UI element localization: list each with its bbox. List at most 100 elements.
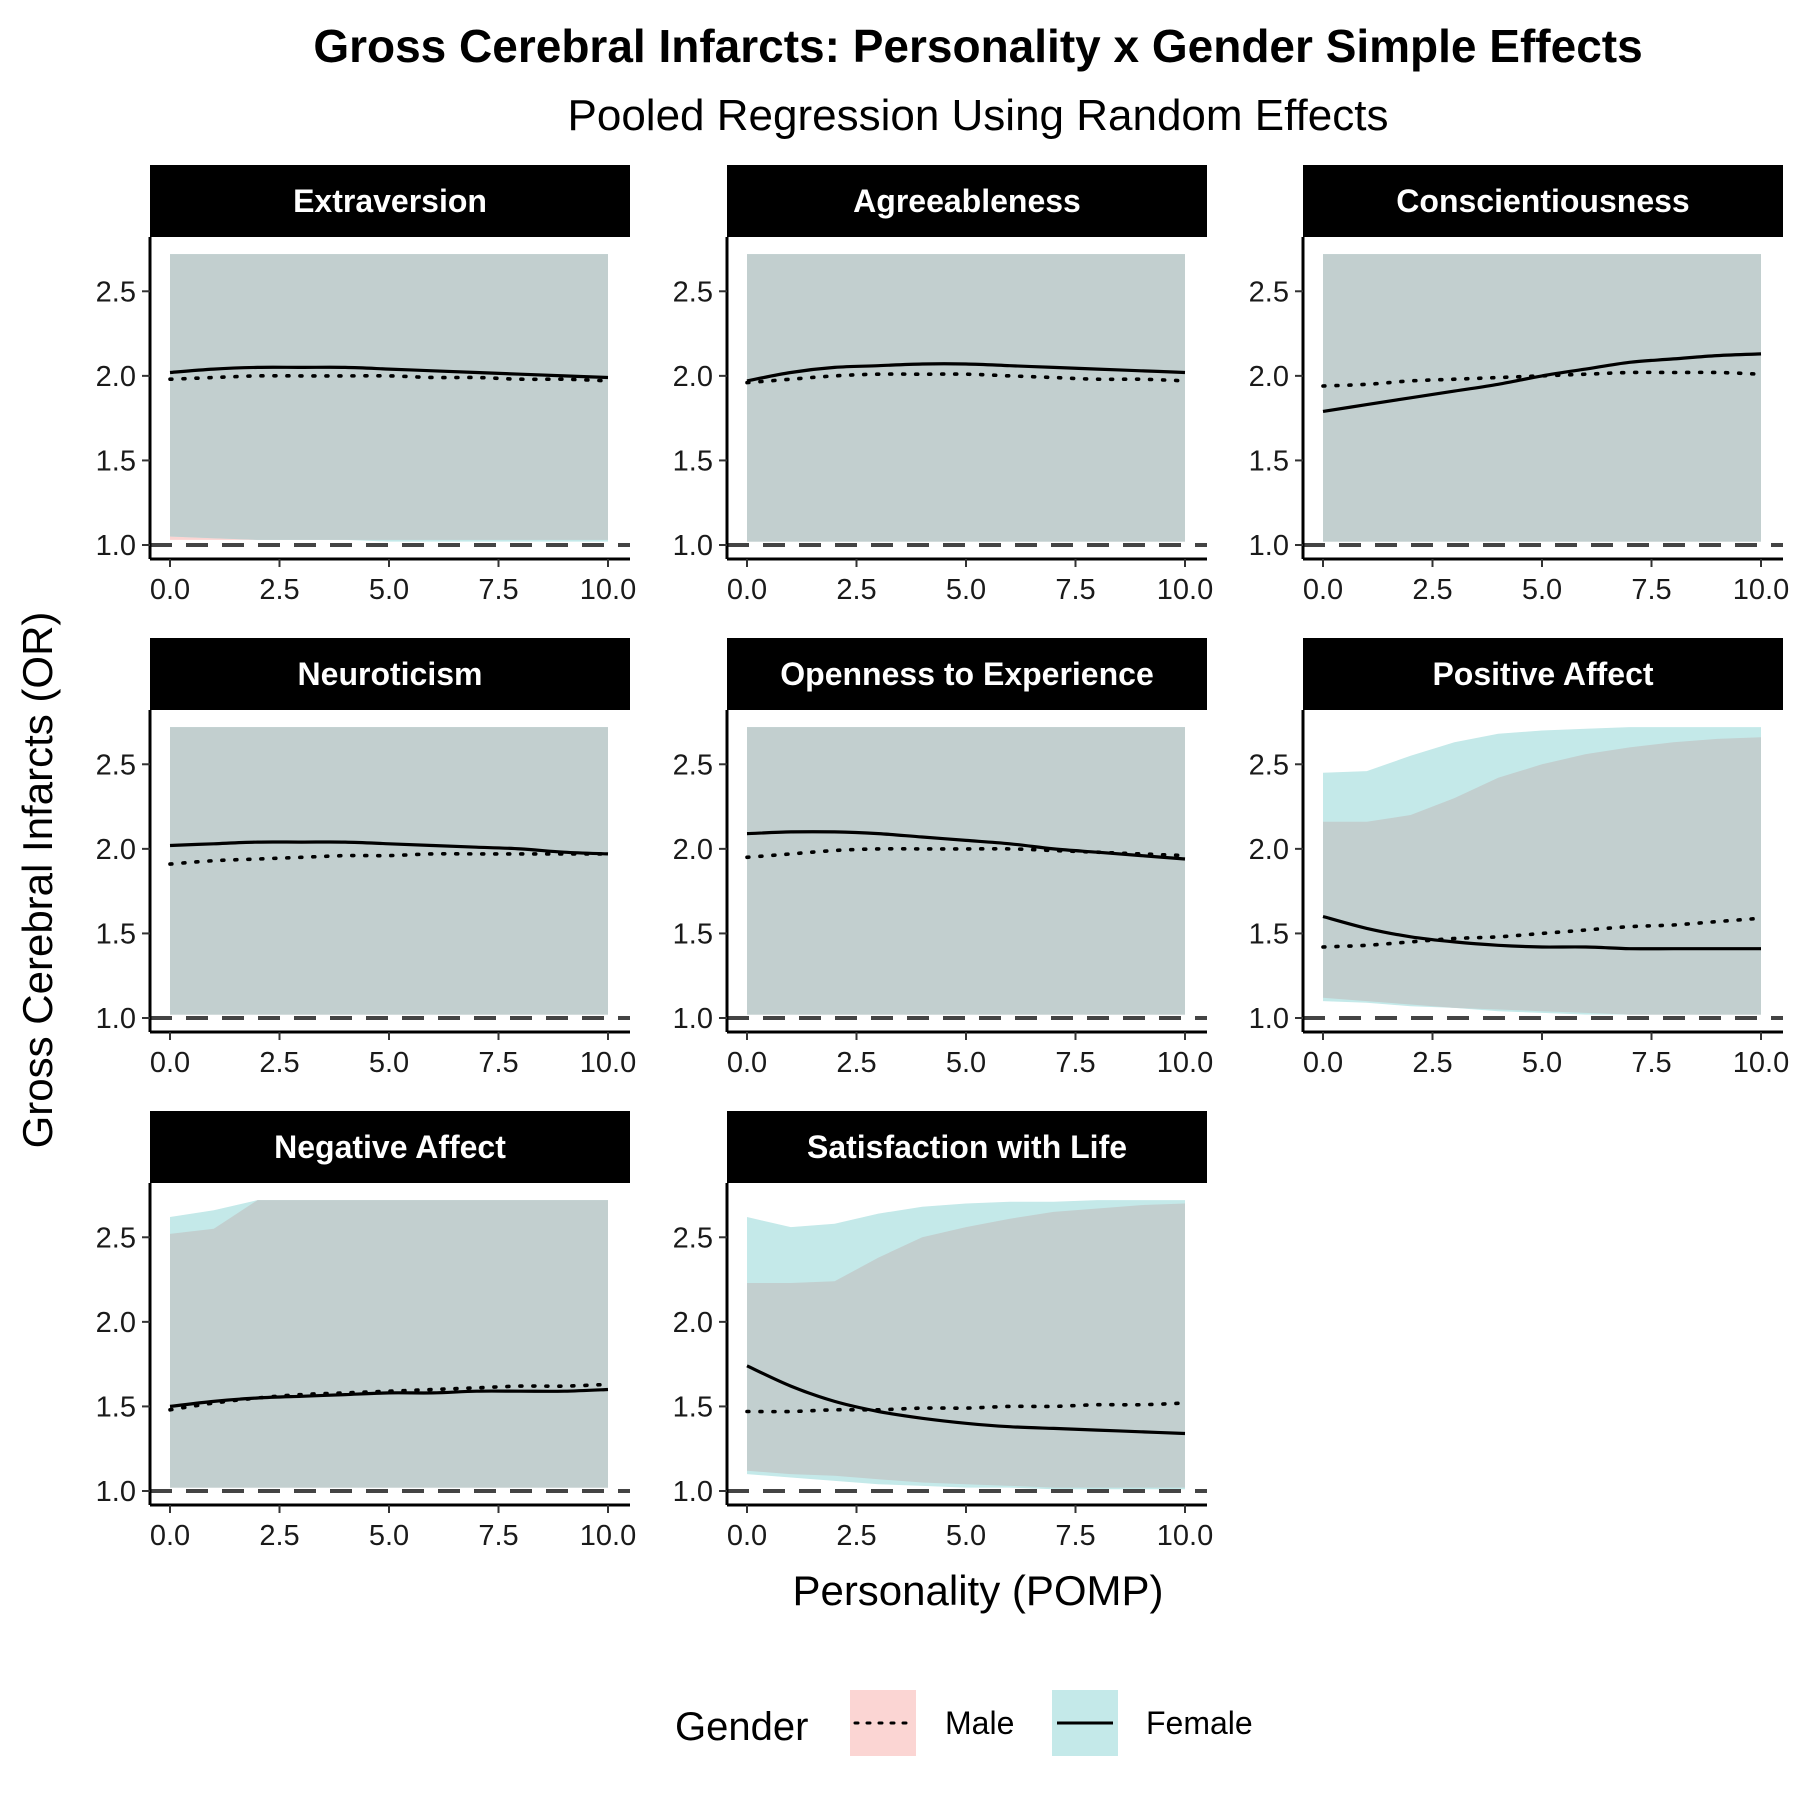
x-tick-label: 0.0 bbox=[150, 574, 190, 606]
ci-bands bbox=[170, 1200, 608, 1488]
x-tick-label: 10.0 bbox=[1157, 1520, 1213, 1552]
x-tick-label: 5.0 bbox=[369, 1520, 409, 1552]
series-line-female bbox=[746, 830, 1186, 861]
ci-bands bbox=[170, 727, 608, 1015]
y-axis-title: Gross Cerebral Infarcts (OR) bbox=[14, 612, 61, 1149]
y-tick-label: 2.0 bbox=[96, 361, 136, 393]
legend-female-label: Female bbox=[1146, 1705, 1253, 1741]
panel-strip-label: Conscientiousness bbox=[1396, 183, 1689, 219]
y-tick-label: 2.5 bbox=[1249, 749, 1289, 781]
ci-band-overlap bbox=[170, 1200, 608, 1488]
x-tick-label: 2.5 bbox=[259, 574, 299, 606]
x-tick-label: 0.0 bbox=[727, 1520, 767, 1552]
series-line-female bbox=[1322, 352, 1762, 413]
y-tick-label: 2.0 bbox=[1249, 361, 1289, 393]
x-tick-label: 7.5 bbox=[1055, 1520, 1095, 1552]
x-tick-label: 0.0 bbox=[150, 1047, 190, 1079]
x-tick-label: 2.5 bbox=[259, 1047, 299, 1079]
y-tick-label: 2.0 bbox=[96, 1307, 136, 1339]
y-tick-label: 2.5 bbox=[96, 276, 136, 308]
y-tick-label: 2.5 bbox=[673, 749, 713, 781]
panel-agreeableness: Agreeableness 1.0 1.5 2.0 2.5 0.0 2.5 5.0 7.5 10.… bbox=[673, 165, 1213, 606]
x-tick-label: 0.0 bbox=[727, 1047, 767, 1079]
x-tick-label: 0.0 bbox=[1303, 1047, 1343, 1079]
panel-neuroticism: Neuroticism 1.0 1.5 2.0 2.5 0.0 2.5 5.0 7.5 10.0 bbox=[96, 638, 636, 1079]
ci-bands bbox=[747, 727, 1185, 1015]
legend-male-label: Male bbox=[945, 1705, 1014, 1741]
panel-satisfaction-with-life: Satisfaction with Life 1.0 1.5 2.0 2.5 0.0 2.5… bbox=[673, 1111, 1213, 1552]
series-line-male bbox=[745, 1401, 1187, 1414]
y-tick-label: 2.0 bbox=[673, 834, 713, 866]
panel-strip bbox=[727, 165, 1207, 237]
y-tick-label: 1.0 bbox=[1249, 530, 1289, 562]
y-tick-label: 1.5 bbox=[1249, 445, 1289, 477]
legend-title: Gender bbox=[675, 1705, 808, 1749]
panel-strip bbox=[727, 638, 1207, 710]
x-tick-label: 10.0 bbox=[580, 1520, 636, 1552]
ci-band-overlap bbox=[747, 727, 1185, 1015]
series-line-male bbox=[168, 373, 610, 383]
y-tick-label: 1.0 bbox=[673, 530, 713, 562]
panel-strip-label: Positive Affect bbox=[1432, 656, 1653, 692]
x-tick-label: 2.5 bbox=[836, 1520, 876, 1552]
ci-band-overlap bbox=[747, 1203, 1185, 1488]
series-line-male bbox=[168, 1382, 610, 1412]
x-tick-label: 5.0 bbox=[946, 574, 986, 606]
facet-panels: Extraversion 1.0 1.5 2.0 2.5 0.0 2.5 5.0 7.5 10.0… bbox=[96, 165, 1789, 1552]
y-tick-label: 2.5 bbox=[96, 1222, 136, 1254]
panel-strip bbox=[150, 1111, 630, 1183]
x-tick-label: 5.0 bbox=[369, 574, 409, 606]
x-tick-label: 7.5 bbox=[478, 574, 518, 606]
y-tick-label: 1.5 bbox=[96, 445, 136, 477]
y-tick-label: 2.0 bbox=[673, 361, 713, 393]
x-tick-label: 2.5 bbox=[259, 1520, 299, 1552]
x-tick-label: 0.0 bbox=[150, 1520, 190, 1552]
x-tick-label: 10.0 bbox=[1733, 1047, 1789, 1079]
panel-strip-label: Openness to Experience bbox=[780, 656, 1153, 692]
panel-conscientiousness: Conscientiousness 1.0 1.5 2.0 2.5 0.0 2.5 5.0 7.… bbox=[1249, 165, 1789, 606]
y-tick-label: 1.5 bbox=[673, 445, 713, 477]
ci-band-overlap bbox=[1323, 254, 1761, 542]
legend: Gender Male Female bbox=[675, 1690, 1253, 1756]
panel-positive-affect: Positive Affect 1.0 1.5 2.0 2.5 0.0 2.5 5.0 7.5 1… bbox=[1249, 638, 1789, 1079]
x-tick-label: 10.0 bbox=[1157, 1047, 1213, 1079]
x-tick-label: 10.0 bbox=[580, 1047, 636, 1079]
series-line-male bbox=[1321, 916, 1763, 949]
y-tick-label: 1.0 bbox=[673, 1476, 713, 1508]
y-tick-label: 1.5 bbox=[96, 1391, 136, 1423]
series-line-male bbox=[168, 851, 610, 866]
ci-bands bbox=[747, 1200, 1185, 1490]
panel-strip-label: Agreeableness bbox=[853, 183, 1081, 219]
panel-strip bbox=[150, 638, 630, 710]
y-tick-label: 1.5 bbox=[96, 918, 136, 950]
panel-strip-label: Neuroticism bbox=[298, 656, 483, 692]
x-tick-label: 5.0 bbox=[369, 1047, 409, 1079]
chart-subtitle: Pooled Regression Using Random Effects bbox=[568, 91, 1389, 140]
panel-strip bbox=[1303, 165, 1783, 237]
x-tick-label: 5.0 bbox=[946, 1520, 986, 1552]
x-tick-label: 7.5 bbox=[478, 1047, 518, 1079]
panel-extraversion: Extraversion 1.0 1.5 2.0 2.5 0.0 2.5 5.0 7.5 10.0 bbox=[96, 165, 636, 606]
panel-strip bbox=[727, 1111, 1207, 1183]
y-tick-label: 2.0 bbox=[96, 834, 136, 866]
y-tick-label: 1.5 bbox=[1249, 918, 1289, 950]
y-tick-label: 1.5 bbox=[673, 918, 713, 950]
ci-band-overlap bbox=[1323, 737, 1761, 1015]
x-tick-label: 5.0 bbox=[946, 1047, 986, 1079]
y-tick-label: 2.0 bbox=[1249, 834, 1289, 866]
x-tick-label: 0.0 bbox=[1303, 574, 1343, 606]
x-tick-label: 7.5 bbox=[1055, 1047, 1095, 1079]
x-tick-label: 10.0 bbox=[580, 574, 636, 606]
panel-strip-label: Negative Affect bbox=[274, 1129, 506, 1165]
y-tick-label: 2.5 bbox=[96, 749, 136, 781]
ci-bands bbox=[747, 254, 1185, 542]
ci-bands bbox=[1323, 254, 1761, 542]
chart-title: Gross Cerebral Infarcts: Personality x G… bbox=[313, 20, 1642, 72]
x-tick-label: 5.0 bbox=[1522, 1047, 1562, 1079]
ci-band-overlap bbox=[747, 254, 1185, 542]
x-tick-label: 10.0 bbox=[1157, 574, 1213, 606]
x-tick-label: 10.0 bbox=[1733, 574, 1789, 606]
x-axis-title: Personality (POMP) bbox=[792, 1567, 1163, 1614]
series-line-female bbox=[169, 365, 609, 380]
